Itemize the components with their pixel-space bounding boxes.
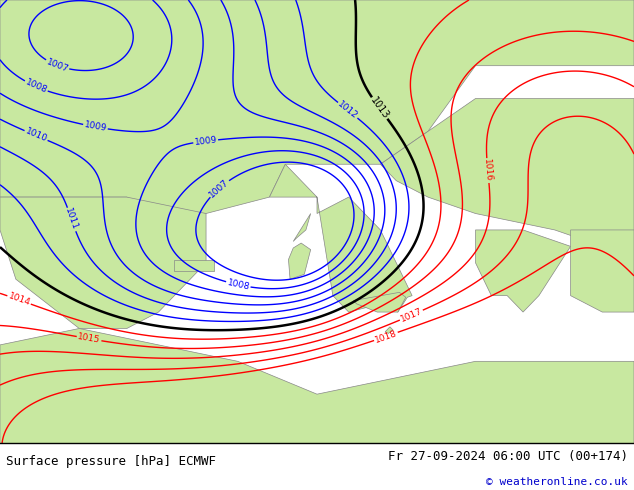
Text: 1012: 1012 (336, 99, 359, 121)
Text: 1008: 1008 (23, 78, 48, 95)
Text: 1007: 1007 (207, 177, 231, 199)
Text: 1009: 1009 (194, 135, 217, 147)
Text: 1017: 1017 (399, 307, 424, 324)
Polygon shape (288, 243, 311, 279)
Text: © weatheronline.co.uk: © weatheronline.co.uk (486, 477, 628, 487)
Polygon shape (174, 260, 214, 271)
Text: 1018: 1018 (373, 328, 398, 344)
Polygon shape (354, 293, 406, 312)
Text: Fr 27-09-2024 06:00 UTC (00+174): Fr 27-09-2024 06:00 UTC (00+174) (387, 450, 628, 463)
Text: 1016: 1016 (482, 159, 493, 182)
Polygon shape (0, 328, 634, 443)
Polygon shape (0, 197, 206, 328)
Polygon shape (385, 327, 393, 333)
Text: 1011: 1011 (63, 207, 80, 232)
Polygon shape (293, 214, 311, 242)
Text: 1014: 1014 (7, 292, 31, 308)
Polygon shape (571, 230, 634, 312)
Text: Surface pressure [hPa] ECMWF: Surface pressure [hPa] ECMWF (6, 455, 216, 467)
Polygon shape (476, 230, 571, 312)
Text: 1010: 1010 (23, 127, 48, 144)
Polygon shape (380, 98, 634, 263)
Text: 1009: 1009 (83, 121, 108, 133)
Polygon shape (0, 0, 634, 214)
Text: 1013: 1013 (368, 95, 391, 121)
Text: 1008: 1008 (226, 278, 250, 292)
Text: 1007: 1007 (45, 57, 70, 74)
Text: 1015: 1015 (77, 332, 101, 345)
Polygon shape (269, 164, 412, 312)
